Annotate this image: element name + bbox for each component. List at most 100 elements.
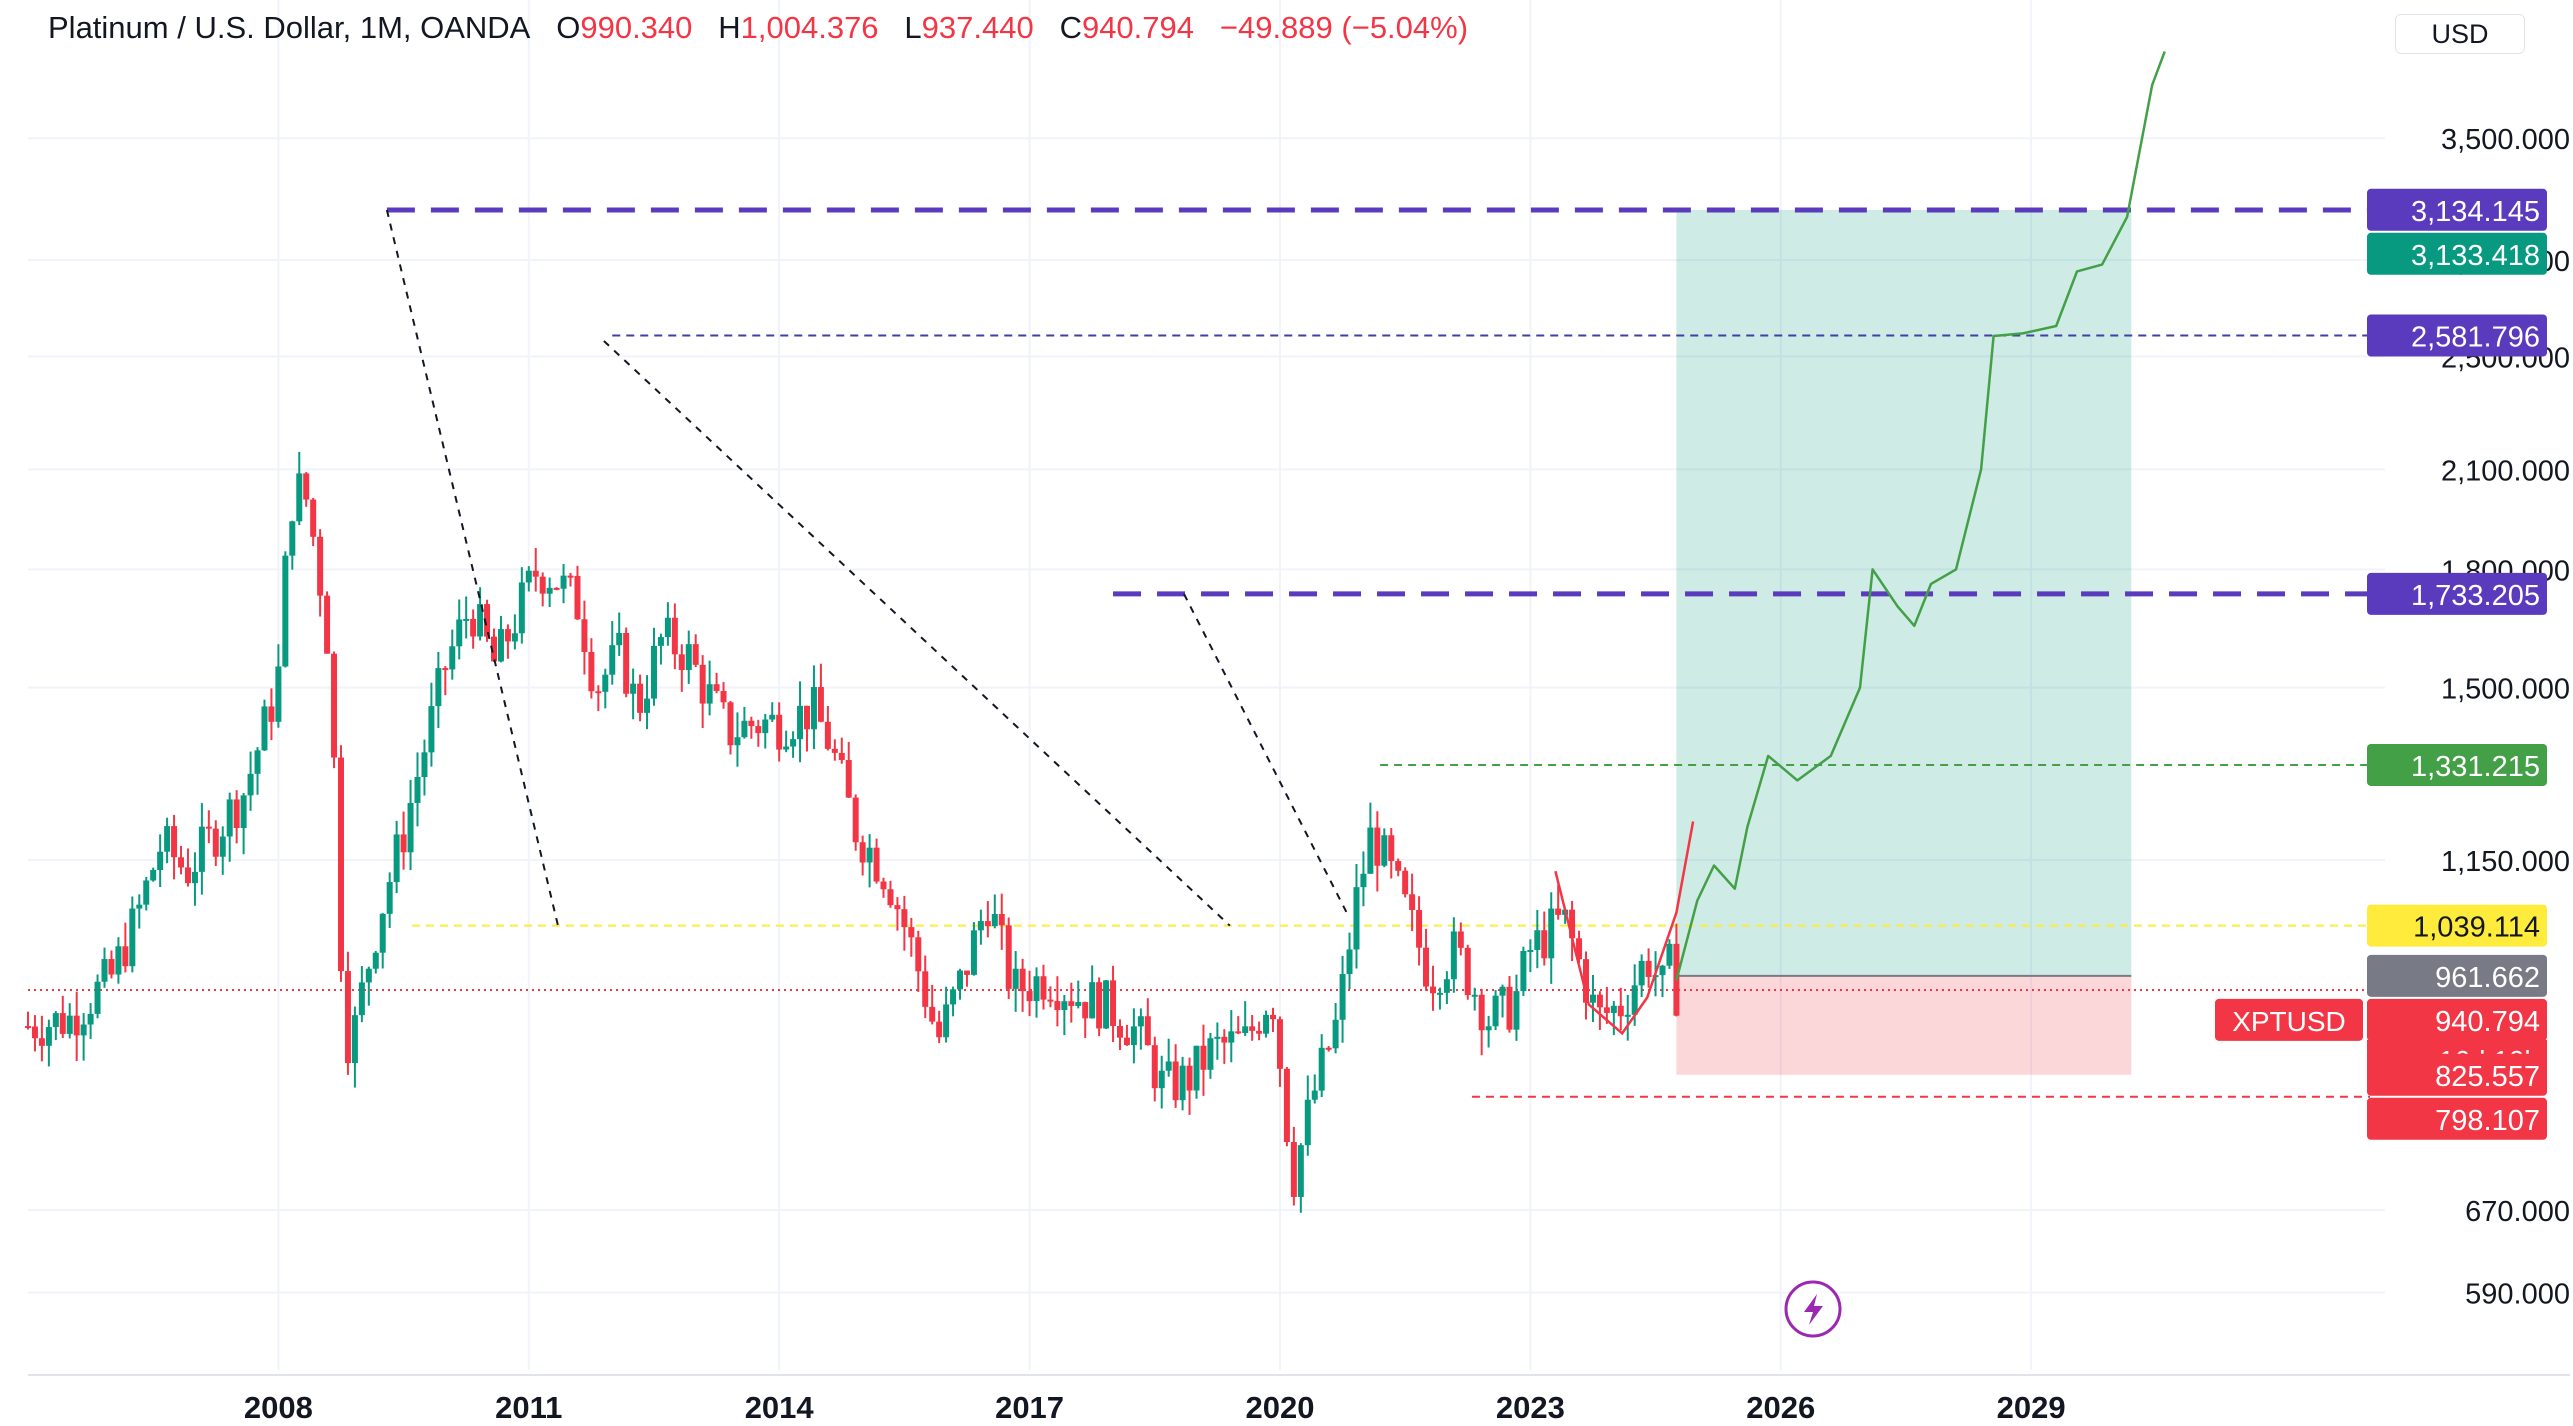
trend-drawings[interactable] [385, 209, 1695, 1036]
y-tick-label: 2,100.000 [2441, 455, 2570, 487]
candle-body [664, 617, 671, 638]
candle-body [421, 752, 428, 778]
grid [28, 0, 2570, 1376]
candle-body [1249, 1026, 1256, 1031]
candle-body [1548, 908, 1555, 959]
candle-body [38, 1038, 45, 1046]
candle-body [609, 645, 616, 675]
candle-body [1478, 994, 1485, 1031]
projection-path[interactable] [1675, 51, 2166, 981]
price-label-text: 940.794 [2435, 1006, 2540, 1038]
candle-body [1367, 827, 1374, 874]
candle-body [824, 721, 831, 749]
candle-body [87, 1013, 94, 1025]
candle-body [769, 714, 776, 720]
candle-body [1019, 968, 1026, 992]
price-labels: 3,134.145 3,133.418 2,581.796 1,733.205 1,33… [2215, 188, 2547, 1140]
candle-body [644, 698, 651, 713]
candle-body [567, 575, 574, 578]
currency-button[interactable]: USD [2395, 14, 2525, 54]
long-position-box[interactable] [1676, 209, 2132, 1075]
candle-body [497, 629, 504, 662]
candle-body [1012, 968, 1019, 989]
candle-body [831, 748, 838, 753]
candle-body [1061, 1001, 1068, 1011]
candle-body [491, 636, 498, 662]
candle-body [539, 576, 546, 594]
candle-body [45, 1027, 52, 1046]
y-tick-label: 670.000 [2465, 1196, 2570, 1228]
candle-body [1416, 909, 1423, 948]
candle-body [991, 914, 998, 927]
candle-body [1395, 861, 1402, 871]
symbol-tag-box [2215, 998, 2363, 1041]
candle-body [1297, 1145, 1304, 1197]
candle-body [1123, 1037, 1130, 1046]
candle-body [1499, 986, 1506, 996]
candle-body [101, 959, 108, 982]
candle-body [1603, 1007, 1610, 1013]
candle-body [463, 618, 470, 621]
candle-body [1172, 1061, 1179, 1101]
candle-body [1283, 1068, 1290, 1142]
candle-body [1423, 947, 1430, 987]
candle-body [1096, 982, 1103, 1029]
candle-body [275, 666, 282, 722]
candle-body [268, 706, 275, 722]
low-label: L [904, 10, 922, 45]
candle-body [616, 632, 623, 646]
candle-body [1318, 1047, 1325, 1091]
candle-body [226, 799, 233, 837]
candle-body [1610, 1005, 1617, 1013]
candle-body [922, 971, 929, 1007]
price-label-text: 1,039.114 [2413, 912, 2540, 944]
candle-body [171, 826, 178, 858]
candle-body [1402, 870, 1409, 895]
candle-body [838, 752, 845, 760]
price-label: 2,581.796 [2367, 314, 2547, 357]
candle-body [25, 1026, 31, 1029]
close-label: C [1059, 10, 1082, 45]
candle-body [977, 921, 984, 931]
candle-body [1596, 994, 1603, 1008]
candle-body [887, 889, 894, 906]
candle-body [1068, 1001, 1075, 1006]
y-axis[interactable]: 3,500.0002,900.0002,500.0002,100.0001,80… [2441, 124, 2570, 1310]
candle-body [727, 702, 734, 746]
candle-body [129, 908, 136, 967]
candle-body [755, 726, 762, 734]
symbol-title: Platinum / U.S. Dollar, 1M, OANDA [48, 10, 531, 45]
candle-body [1186, 1065, 1193, 1091]
lightning-icon[interactable] [1784, 1280, 1842, 1338]
candle-body [678, 654, 685, 671]
candle-body [1110, 980, 1117, 1026]
candle-body [518, 582, 525, 634]
candle-body [560, 575, 567, 589]
candle-body [901, 909, 908, 928]
candle-body [66, 1015, 73, 1034]
candle-body [52, 1013, 59, 1028]
candle-body [1304, 1099, 1311, 1146]
y-tick-label: 1,150.000 [2441, 846, 2570, 878]
candle-body [1617, 1005, 1624, 1017]
cup-curve [1554, 821, 1695, 1036]
candle-body [936, 1021, 943, 1038]
candle-body [685, 644, 692, 671]
candles [25, 451, 1680, 1213]
candle-body [1583, 959, 1589, 1003]
x-axis[interactable]: 2008 2011 2014 2017 2020 2023 2026 2029 [244, 1390, 2066, 1425]
candle-body [783, 746, 790, 750]
candle-body [1464, 947, 1471, 996]
candle-body [970, 930, 977, 975]
candle-body [1645, 960, 1652, 977]
horizontal-levels[interactable] [28, 207, 2370, 1098]
candle-body [1228, 1031, 1235, 1043]
candle-body [233, 799, 240, 829]
candle-body [303, 473, 310, 500]
candle-body [602, 674, 609, 692]
price-label: 3,133.418 [2367, 232, 2547, 275]
candle-body [1137, 1016, 1144, 1027]
candle-body [1290, 1141, 1297, 1197]
